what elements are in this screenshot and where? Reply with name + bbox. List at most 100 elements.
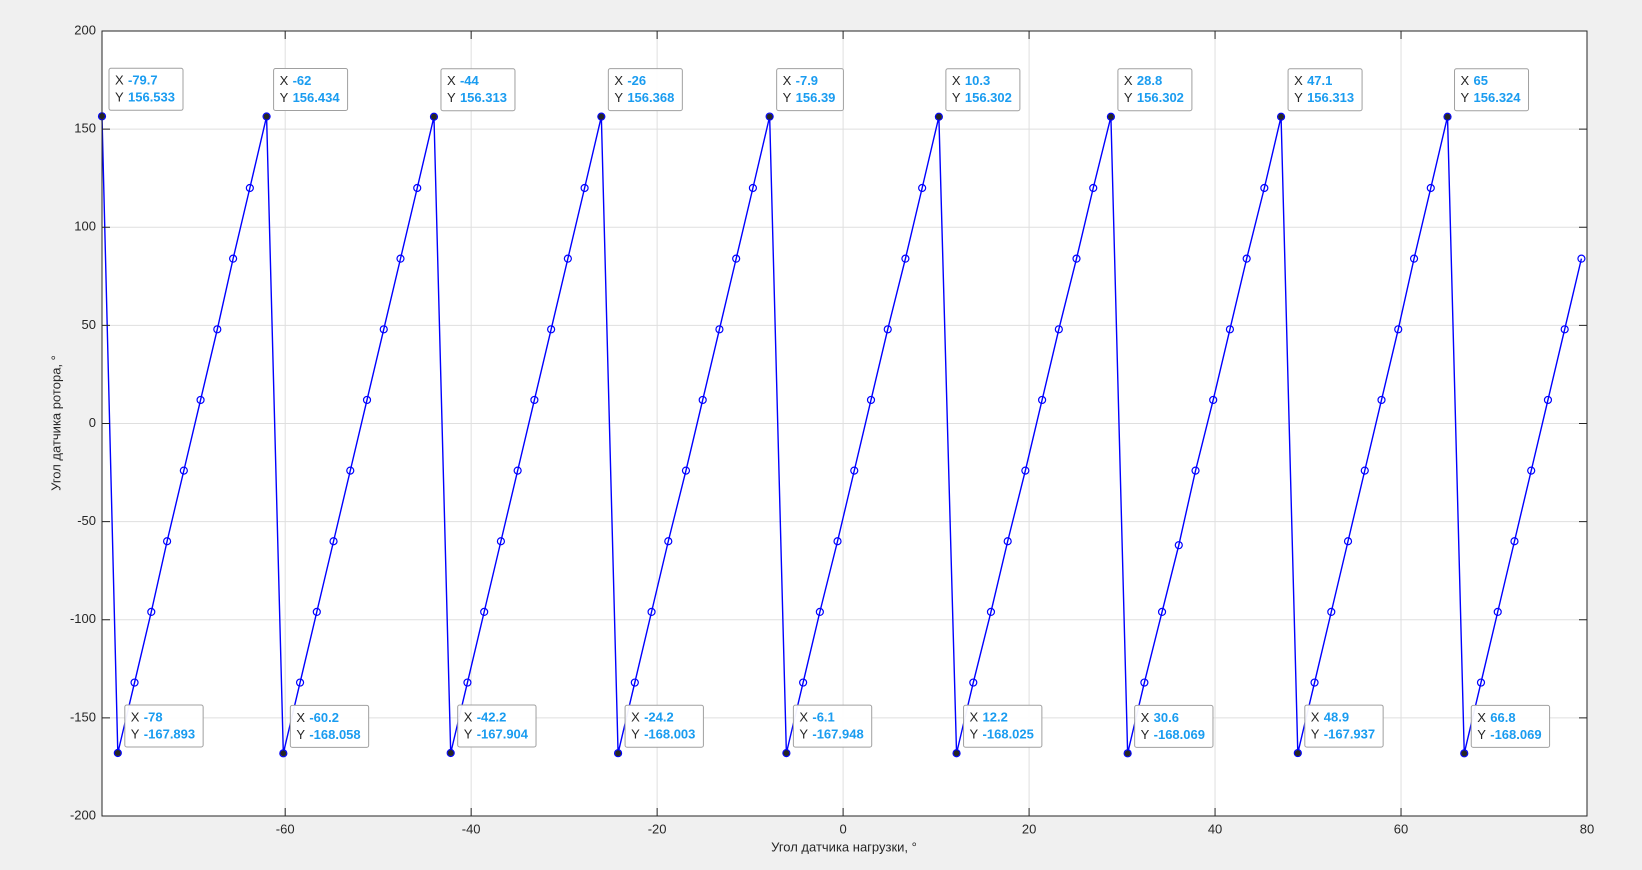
datatip-marker: [99, 113, 105, 120]
datatip-marker: [1444, 113, 1451, 120]
datatip-x-label: X: [464, 709, 473, 724]
datatip-x-label: X: [280, 73, 289, 88]
datatip: X 30.6 Y -168.069: [1124, 704, 1214, 757]
data-marker: [463, 678, 472, 687]
data-marker: [1460, 749, 1469, 758]
data-marker: [130, 678, 139, 687]
data-marker: [147, 607, 156, 617]
datatip-x-value: 30.6: [1154, 710, 1179, 725]
data-marker: [1476, 678, 1486, 687]
data-marker: [934, 112, 943, 121]
data-marker: [1409, 254, 1419, 263]
data-marker: [1443, 112, 1452, 121]
data-marker: [1225, 325, 1235, 334]
datatip-marker: [766, 113, 773, 120]
datatip-box: [1470, 704, 1551, 748]
data-marker: [698, 395, 707, 405]
datatip: X 28.8 Y 156.302: [1107, 68, 1193, 120]
datatip-marker: [783, 750, 790, 757]
datatip-box: [457, 704, 537, 748]
datatip-box: [440, 68, 516, 112]
datatip-y-value: 156.302: [965, 90, 1012, 105]
datatip-marker: [615, 750, 622, 757]
datatip: X -24.2 Y -168.003: [615, 704, 704, 757]
data-marker: [329, 537, 338, 546]
data-marker: [480, 607, 489, 617]
datatip-marker: [1124, 750, 1131, 757]
datatip-y-value: -167.893: [144, 726, 195, 741]
series-line: [101, 116, 1583, 754]
data-marker: [1054, 325, 1063, 334]
datatip: X -60.2 Y -168.058: [280, 704, 370, 757]
data-marker: [815, 607, 824, 617]
data-marker: [952, 749, 961, 758]
datatip: X -26 Y 156.368: [598, 68, 683, 120]
datatip-box: [776, 68, 844, 112]
data-marker: [1072, 254, 1081, 263]
datatip-x-value: -24.2: [644, 710, 674, 725]
data-marker: [312, 607, 321, 617]
datatip-x-value: -26: [627, 73, 646, 88]
datatip-marker: [280, 750, 287, 757]
datatip-x-label: X: [131, 709, 140, 724]
datatip-x-label: X: [1477, 710, 1486, 725]
datatip-y-label: Y: [1294, 90, 1303, 105]
datatip-y-value: 156.533: [128, 90, 175, 105]
datatip-x-value: -78: [144, 709, 163, 724]
y-axis-label: Угол датчика ротора, °: [48, 355, 63, 491]
data-marker: [162, 537, 172, 546]
datatip-x-value: 66.8: [1490, 710, 1515, 725]
y-tick-label: 150: [74, 121, 96, 136]
datatip-marker: [1107, 113, 1114, 120]
x-axis-label: Угол датчика нагрузки, °: [771, 839, 917, 854]
datatip: X -7.9 Y 156.39: [766, 68, 844, 120]
datatip-box: [289, 704, 370, 748]
data-marker: [1089, 183, 1098, 193]
datatip-y-label: Y: [296, 727, 305, 742]
datatip-y-label: Y: [115, 90, 124, 105]
datatip-y-value: -167.948: [812, 727, 863, 742]
datatip-x-value: -79.7: [128, 73, 158, 88]
data-marker: [213, 325, 222, 334]
data-marker: [833, 537, 842, 546]
datatip-x-value: -7.9: [796, 73, 818, 88]
data-marker: [597, 112, 606, 121]
datatip-x-label: X: [614, 73, 623, 88]
datatip-y-label: Y: [614, 90, 623, 105]
datatip-y-label: Y: [280, 90, 289, 105]
datatip-marker: [598, 113, 605, 120]
datatip-x-value: 47.1: [1307, 73, 1332, 88]
data-marker: [1209, 395, 1218, 405]
data-marker: [732, 254, 741, 263]
datatip-x-value: 28.8: [1137, 73, 1162, 88]
datatip-box: [963, 704, 1043, 748]
data-marker: [496, 537, 506, 546]
datatip-marker: [263, 113, 270, 120]
datatip-x-label: X: [631, 710, 640, 725]
data-marker: [1157, 607, 1167, 617]
data-marker: [715, 325, 724, 334]
datatip-y-value: 156.324: [1474, 90, 1522, 105]
datatip-y-label: Y: [1311, 727, 1320, 742]
datatip-box: [607, 68, 683, 112]
data-marker: [1394, 325, 1403, 334]
datatip-y-label: Y: [1124, 90, 1133, 105]
datatip-box: [1454, 68, 1530, 112]
datatip-y-label: Y: [799, 727, 808, 742]
data-marker: [969, 678, 978, 687]
datatip-x-label: X: [296, 710, 305, 725]
datatip-x-value: -44: [460, 73, 480, 88]
data-marker: [346, 466, 355, 475]
datatip-y-label: Y: [1477, 727, 1486, 742]
data-marker: [748, 183, 758, 193]
datatip-box: [1287, 68, 1363, 112]
data-marker: [799, 678, 808, 687]
datatip-y-value: 156.434: [293, 90, 341, 105]
data-marker: [883, 325, 892, 334]
datatip-y-label: Y: [952, 90, 961, 105]
data-marker: [1577, 254, 1586, 263]
data-marker: [563, 254, 572, 263]
data-marker: [1260, 183, 1269, 193]
data-marker: [613, 749, 623, 758]
